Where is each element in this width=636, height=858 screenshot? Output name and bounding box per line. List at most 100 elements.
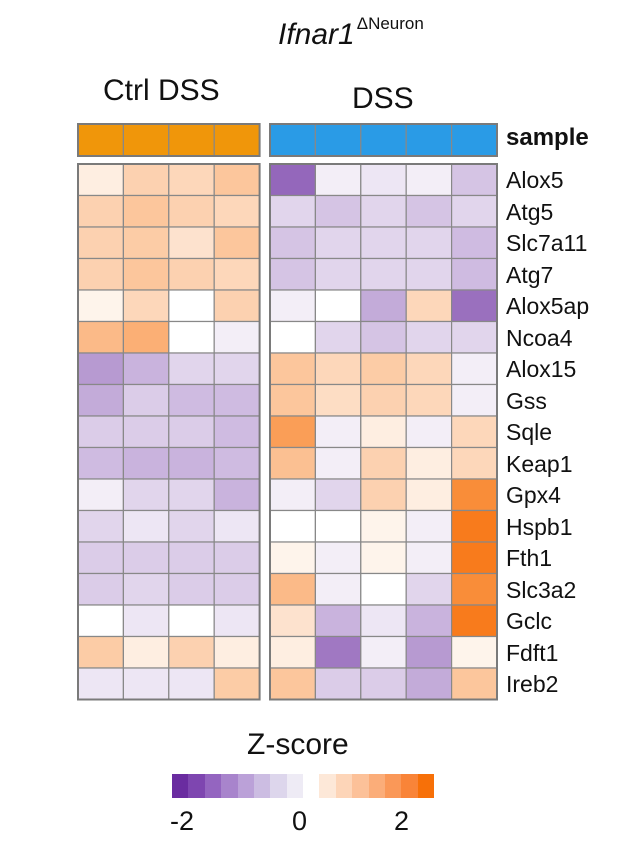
- heatmap-cell: [77, 541, 125, 575]
- heatmap-cell: [213, 194, 261, 228]
- heatmap-cell: [269, 509, 317, 543]
- heatmap-cell: [360, 541, 407, 575]
- row-label: Alox5: [506, 167, 564, 193]
- legend-color-step: [221, 774, 238, 798]
- heatmap-cell: [77, 289, 125, 323]
- row-label: Alox5ap: [506, 293, 590, 319]
- heatmap-cell: [213, 257, 261, 291]
- heatmap-cell: [213, 446, 261, 480]
- heatmap-cell: [168, 352, 215, 386]
- heatmap-cell: [269, 320, 317, 354]
- heatmap-cell: [77, 383, 125, 417]
- heatmap-cell: [360, 572, 407, 606]
- title-main: Ifnar1: [278, 18, 355, 51]
- heatmap-cell: [77, 604, 125, 638]
- heatmap-cell: [314, 289, 362, 323]
- heatmap-cell: [405, 604, 453, 638]
- heatmap-cell: [269, 352, 317, 386]
- row-label: Gpx4: [506, 482, 561, 508]
- row-label: Hspb1: [506, 513, 573, 540]
- legend-color-step: [270, 774, 287, 798]
- heatmap-cell: [360, 320, 407, 354]
- heatmap-cell: [360, 226, 407, 260]
- row-label: Atg7: [506, 261, 554, 288]
- heatmap-cell: [269, 604, 317, 638]
- heatmap-cell: [122, 257, 170, 291]
- heatmap-cell: [122, 415, 170, 449]
- heatmap-cell: [451, 415, 498, 449]
- heatmap-cell: [451, 257, 498, 291]
- heatmap-cell: [269, 635, 317, 669]
- heatmap-cell: [269, 541, 317, 575]
- heatmap-cell: [269, 478, 317, 512]
- annotation-frame: [77, 123, 261, 157]
- heatmap-cell: [213, 352, 261, 386]
- heatmap-cell: [213, 478, 261, 512]
- heatmap-cell: [360, 446, 407, 480]
- heatmap-cell: [168, 478, 215, 512]
- heatmap-cell: [77, 415, 125, 449]
- heatmap-cell: [451, 352, 498, 386]
- heatmap-cell: [213, 226, 261, 260]
- heatmap-cell: [451, 226, 498, 260]
- heatmap-cell: [451, 635, 498, 669]
- heatmap-cell: [213, 415, 261, 449]
- heatmap-cell: [122, 667, 170, 701]
- heatmap-cell: [168, 383, 215, 417]
- heatmap-cell: [122, 352, 170, 386]
- heatmap-cell: [213, 635, 261, 669]
- legend-color-step: [368, 774, 385, 798]
- heatmap-cell: [451, 289, 498, 323]
- heatmap-cell: [314, 635, 362, 669]
- heatmap-cell: [451, 572, 498, 606]
- heatmap-cell: [405, 446, 453, 480]
- heatmap-cell: [405, 415, 453, 449]
- heatmap-cell: [213, 320, 261, 354]
- heatmap-cell: [405, 509, 453, 543]
- heatmap-cell: [77, 572, 125, 606]
- legend-color-step: [352, 774, 369, 798]
- heatmap-cell: [314, 257, 362, 291]
- heatmap-cell: [360, 163, 407, 197]
- heatmap-cell: [168, 509, 215, 543]
- sample-annotation-cell: [213, 123, 261, 157]
- legend-color-bar: [172, 774, 434, 798]
- heatmap-cell: [405, 635, 453, 669]
- heatmap-cell: [451, 541, 498, 575]
- heatmap-cell: [168, 320, 215, 354]
- heatmap-cell: [405, 226, 453, 260]
- heatmap-cell: [360, 478, 407, 512]
- heatmap-cell: [314, 163, 362, 197]
- heatmap-cell: [269, 226, 317, 260]
- sample-annotation-label: sample: [506, 124, 589, 151]
- heatmap-cell: [77, 478, 125, 512]
- heatmap-cell: [360, 257, 407, 291]
- heatmap-cell: [122, 446, 170, 480]
- row-label: Ncoa4: [506, 324, 573, 351]
- row-label: Slc3a2: [506, 576, 577, 603]
- legend-color-step: [188, 774, 205, 798]
- legend-color-step: [204, 774, 222, 798]
- heatmap-cell: [213, 667, 261, 701]
- heatmap-cell: [451, 604, 498, 638]
- heatmap-cell: [405, 257, 453, 291]
- heatmap-cell: [213, 572, 261, 606]
- heatmap-cell: [168, 194, 215, 228]
- heatmap-cell: [77, 667, 125, 701]
- heatmap-cell: [122, 541, 170, 575]
- heatmap-cell: [451, 667, 498, 701]
- heatmap-cell: [122, 604, 170, 638]
- legend-color-step: [172, 774, 189, 798]
- heatmap-cell: [360, 604, 407, 638]
- group-label-dss: DSS: [352, 82, 414, 115]
- annotation-frame: [269, 123, 498, 157]
- title-superscript: ΔNeuron: [356, 14, 424, 33]
- heatmap-cell: [269, 194, 317, 228]
- heatmap-cell: [314, 415, 362, 449]
- heatmap-cell: [451, 383, 498, 417]
- heatmap-cell: [360, 289, 407, 323]
- heatmap-cell: [360, 194, 407, 228]
- legend-color-step: [237, 774, 254, 798]
- heatmap-cell: [122, 383, 170, 417]
- heatmap-cell: [122, 478, 170, 512]
